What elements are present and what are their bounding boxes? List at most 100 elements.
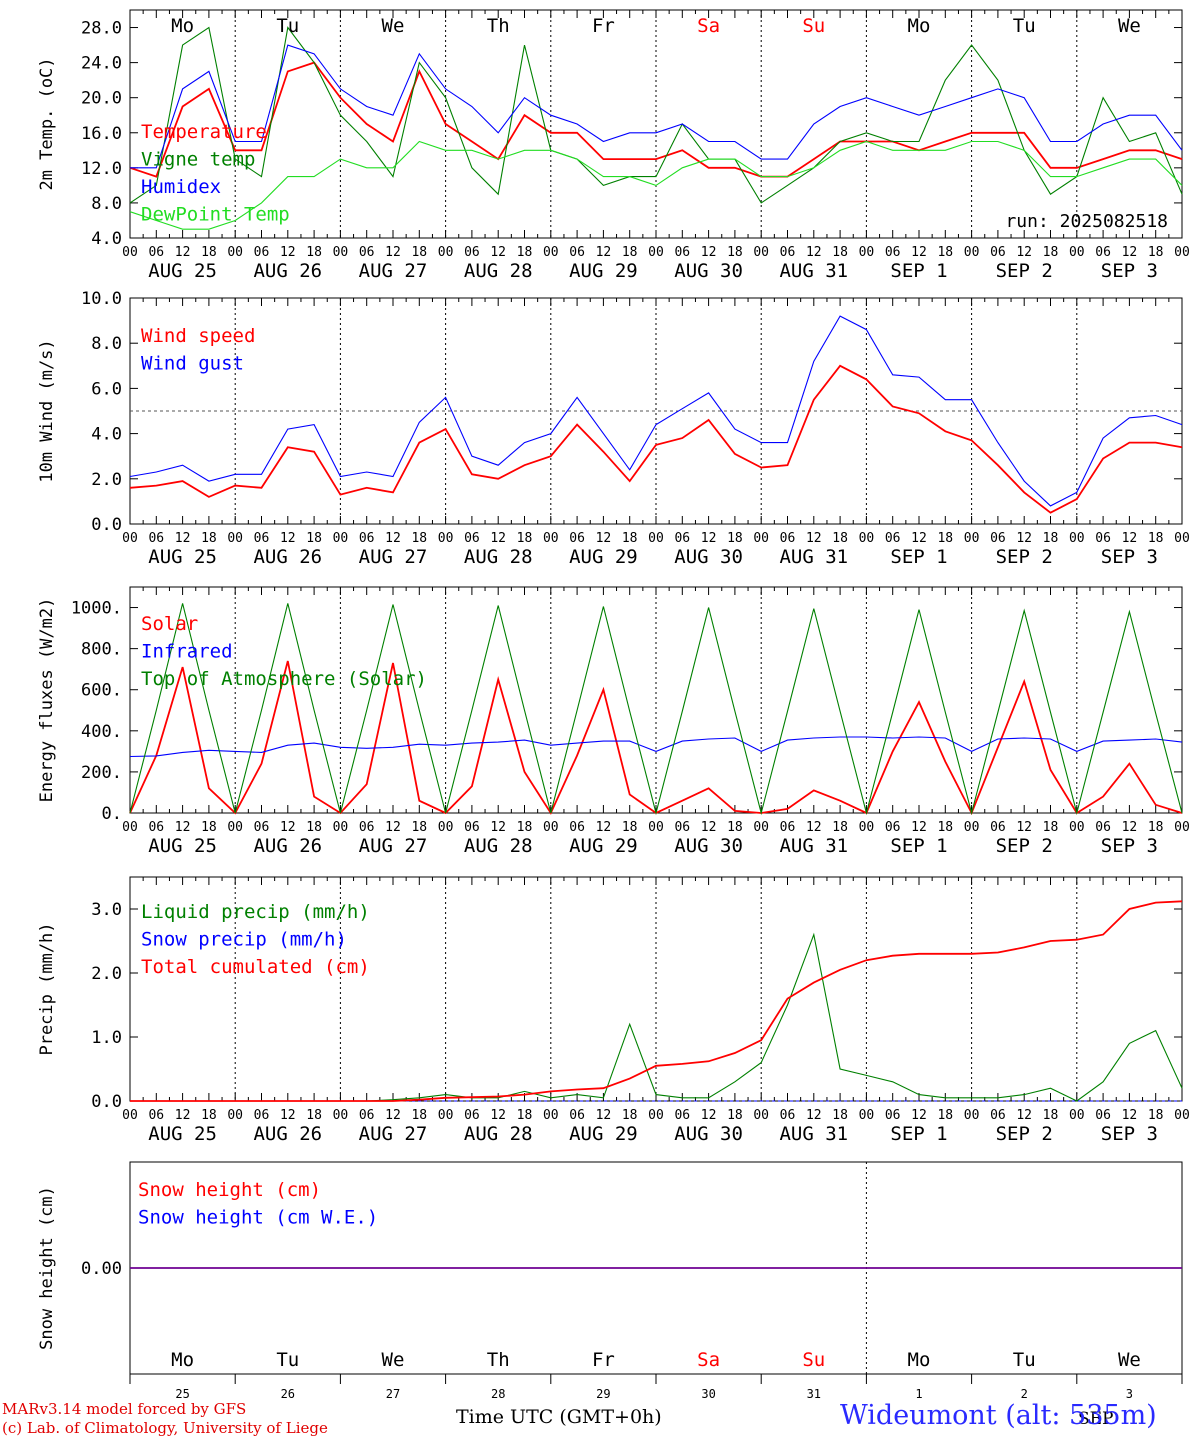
hour-tick-label: 12 [1122,1108,1138,1123]
panel-3 [129,586,1183,816]
hour-tick-label: 00 [122,820,138,835]
day-of-week-label: We [1118,15,1141,37]
date-label: AUG 29 [569,260,638,282]
y-axis-label: 10m Wind (m/s) [37,339,57,482]
date-label: AUG 29 [569,1123,638,1145]
hour-tick-label: 18 [201,531,217,546]
y-tick-label: 10.0 [81,289,122,309]
hour-tick-label: 06 [885,820,901,835]
hour-tick-label: 18 [1043,820,1059,835]
hour-tick-label: 06 [780,245,796,260]
plot-frame [129,586,1183,814]
y-tick-label: 2.0 [91,964,122,984]
hour-tick-label: 00 [753,531,769,546]
y-tick-label: 1000. [71,599,122,619]
date-label: AUG 31 [779,1123,848,1145]
hour-tick-label: 12 [1122,245,1138,260]
hour-tick-label: 12 [280,820,296,835]
hour-tick-label: 18 [1148,531,1164,546]
station-name: Wideumont (alt: 535m) [840,1400,1157,1431]
hour-tick-label: 00 [333,245,349,260]
day-of-week-label: Th [487,1349,510,1371]
date-label: AUG 27 [359,1123,428,1145]
hour-tick-label: 18 [411,531,427,546]
date-label: AUG 28 [464,1123,533,1145]
hour-tick-label: 00 [227,531,243,546]
legend-entry: Wind speed [141,325,255,347]
y-axis-label: Energy fluxes (W/m2) [37,598,57,803]
hour-tick-label: 00 [859,820,875,835]
date-label: SEP 1 [890,546,947,568]
y-tick-label: 28.0 [81,19,122,39]
hour-tick-label: 12 [701,820,717,835]
hour-tick-label: 00 [543,820,559,835]
hour-tick-label: 18 [517,1108,533,1123]
hour-tick-label: 18 [1043,531,1059,546]
hour-tick-label: 06 [148,1108,164,1123]
panel-2 [129,297,1183,525]
y-tick-label: 0.00 [81,1259,122,1279]
hour-tick-label: 18 [937,1108,953,1123]
hour-tick-label: 12 [911,245,927,260]
date-label: SEP 3 [1101,260,1158,282]
y-tick-label: 600. [81,681,122,701]
hour-tick-label: 00 [438,820,454,835]
hour-tick-label: 00 [122,1108,138,1123]
series-line-green [129,603,1183,816]
date-label: AUG 25 [148,260,217,282]
legend-entry: Liquid precip (mm/h) [141,901,370,923]
y-tick-label: 16.0 [81,124,122,144]
hour-tick-label: 12 [1122,820,1138,835]
hour-tick-label: 18 [517,245,533,260]
series-line-lightgreen [129,140,1183,230]
date-label: SEP 3 [1101,835,1158,857]
hour-tick-label: 12 [806,245,822,260]
series-line-red [129,61,1183,178]
hour-tick-label: 00 [333,531,349,546]
hour-tick-label: 12 [385,531,401,546]
day-of-week-label: We [1118,1349,1141,1371]
series-line-blue [130,44,1183,169]
hour-tick-label: 00 [859,1108,875,1123]
hour-tick-label: 12 [1122,531,1138,546]
hour-tick-label: 06 [674,245,690,260]
legend-entry: Total cumulated (cm) [141,956,370,978]
day-number-label: 30 [701,1387,715,1401]
hour-tick-label: 00 [753,820,769,835]
hour-tick-label: 06 [254,245,270,260]
y-tick-label: 0.0 [91,515,122,535]
hour-tick-label: 12 [806,531,822,546]
hour-tick-label: 18 [411,1108,427,1123]
hour-tick-label: 18 [517,531,533,546]
hour-tick-label: 00 [438,1108,454,1123]
y-tick-label: 6.0 [91,379,122,399]
hour-tick-label: 06 [148,245,164,260]
day-of-week-label: Su [802,1349,825,1371]
hour-tick-label: 12 [490,245,506,260]
y-tick-label: 8.0 [91,334,122,354]
y-tick-label: 200. [81,763,122,783]
date-label: AUG 25 [148,835,217,857]
day-of-week-label: Mo [908,1349,931,1371]
date-label: AUG 27 [359,835,428,857]
hour-tick-label: 06 [254,1108,270,1123]
date-label: AUG 28 [464,260,533,282]
hour-tick-label: 06 [674,531,690,546]
day-of-week-label: Fr [592,15,615,37]
model-credit: MARv3.14 model forced by GFS (c) Lab. of… [2,1400,328,1438]
day-number-label: 26 [281,1387,295,1401]
run-annotation: run: 2025082518 [1005,211,1168,232]
hour-tick-label: 18 [1148,1108,1164,1123]
hour-tick-label: 06 [1095,820,1111,835]
date-label: AUG 28 [464,546,533,568]
date-label: AUG 25 [148,546,217,568]
hour-tick-label: 06 [780,1108,796,1123]
hour-tick-label: 18 [1043,1108,1059,1123]
y-tick-label: 4.0 [91,229,122,249]
hour-tick-label: 00 [543,245,559,260]
y-axis-label: Snow height (cm) [37,1186,57,1350]
y-tick-label: 24.0 [81,54,122,74]
hour-tick-label: 00 [648,245,664,260]
hour-tick-label: 18 [201,245,217,260]
hour-tick-label: 12 [175,531,191,546]
